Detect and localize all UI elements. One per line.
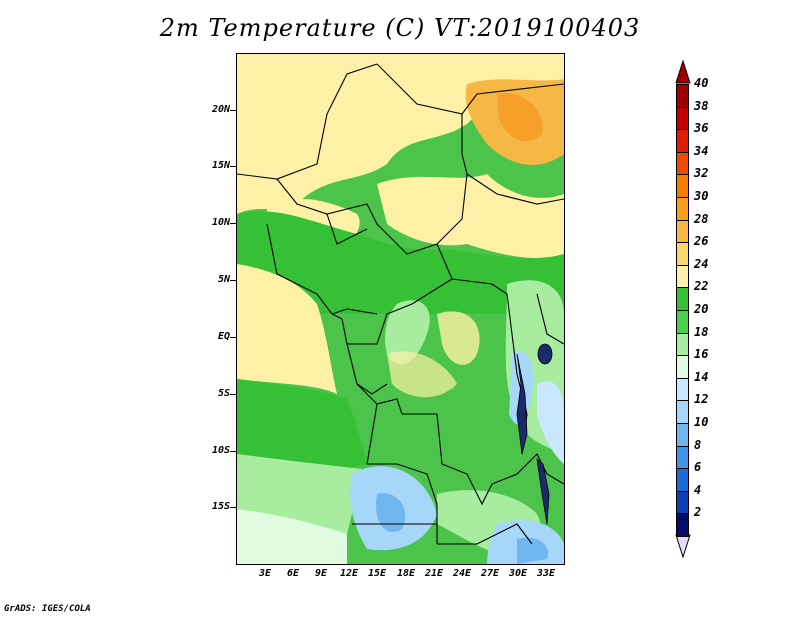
colorbar-label: 30 bbox=[694, 189, 709, 203]
map-title: 2m Temperature (C) VT:2019100403 bbox=[159, 14, 641, 42]
colorbar-label: 20 bbox=[694, 302, 709, 316]
colorbar-swatch bbox=[676, 332, 689, 357]
lat-tick bbox=[230, 223, 236, 224]
colorbar-label: 2 bbox=[694, 505, 702, 520]
lat-label-10s: 10S bbox=[211, 445, 230, 456]
colorbar-label: 24 bbox=[694, 256, 709, 271]
lat-label-15n: 15N bbox=[211, 160, 230, 171]
colorbar-label: 38 bbox=[694, 98, 709, 113]
colorbar-swatch bbox=[676, 490, 689, 515]
colorbar-swatch bbox=[676, 310, 689, 334]
grads-credit: GrADS: IGES/COLA bbox=[4, 604, 91, 614]
lon-label-18e: 18E bbox=[396, 568, 416, 579]
colorbar-label: 32 bbox=[694, 166, 709, 181]
lon-label-33e: 33E bbox=[536, 568, 556, 579]
lon-label-3e: 3E bbox=[258, 568, 272, 579]
colorbar-top-arrow bbox=[675, 60, 691, 84]
colorbar-label: 6 bbox=[694, 460, 702, 475]
colorbar-label: 36 bbox=[694, 121, 709, 136]
lon-label-6e: 6E bbox=[286, 568, 300, 579]
lat-tick bbox=[230, 451, 236, 452]
colorbar-swatch bbox=[676, 400, 689, 424]
colorbar-bottom-arrow bbox=[675, 534, 691, 558]
colorbar-label: 34 bbox=[694, 143, 709, 158]
colorbar-swatch bbox=[676, 129, 689, 153]
colorbar-swatch bbox=[676, 468, 689, 492]
colorbar-label: 28 bbox=[694, 211, 709, 226]
colorbar-swatch bbox=[676, 377, 689, 402]
lat-tick bbox=[230, 280, 236, 281]
lon-label-9e: 9E bbox=[314, 568, 328, 579]
colorbar-label: 10 bbox=[694, 415, 709, 429]
lon-label-21e: 21E bbox=[424, 568, 444, 579]
lat-label-5n: 5N bbox=[217, 274, 230, 285]
colorbar-swatch bbox=[676, 355, 689, 379]
colorbar-label: 26 bbox=[694, 234, 709, 249]
colorbar-swatch bbox=[676, 151, 689, 176]
colorbar-swatch bbox=[676, 287, 689, 311]
lon-label-15e: 15E bbox=[367, 568, 387, 579]
colorbar-swatch bbox=[676, 84, 689, 108]
colorbar-label: 18 bbox=[694, 324, 709, 339]
lat-label-20n: 20N bbox=[211, 104, 230, 115]
temperature-map bbox=[236, 53, 565, 565]
colorbar-label: 40 bbox=[694, 76, 709, 90]
lat-label-10n: 10N bbox=[211, 217, 230, 228]
lon-label-27e: 27E bbox=[480, 568, 500, 579]
lat-tick bbox=[230, 337, 236, 338]
colorbar-label: 8 bbox=[694, 437, 702, 452]
lat-tick bbox=[230, 394, 236, 395]
lon-label-12e: 12E bbox=[339, 568, 359, 579]
colorbar-swatch bbox=[676, 445, 689, 470]
lat-label-5s: 5S bbox=[217, 388, 230, 399]
colorbar-swatch bbox=[676, 242, 689, 266]
colorbar-swatch bbox=[676, 264, 689, 289]
colorbar-swatch bbox=[676, 513, 689, 537]
colorbar-label: 22 bbox=[694, 279, 709, 294]
colorbar-swatch bbox=[676, 423, 689, 447]
lat-tick bbox=[230, 166, 236, 167]
colorbar-label: 14 bbox=[694, 369, 709, 384]
lat-label-15s: 15S bbox=[211, 501, 230, 512]
lon-label-30e: 30E bbox=[508, 568, 528, 579]
colorbar-label: 4 bbox=[694, 482, 702, 497]
colorbar-swatch bbox=[676, 106, 689, 131]
lat-tick bbox=[230, 110, 236, 111]
colorbar-swatch bbox=[676, 219, 689, 244]
colorbar-label: 16 bbox=[694, 347, 709, 362]
lat-tick bbox=[230, 507, 236, 508]
lon-label-24e: 24E bbox=[452, 568, 472, 579]
lat-label-eq: EQ bbox=[217, 331, 230, 342]
map-fields bbox=[237, 54, 564, 564]
colorbar-swatch bbox=[676, 197, 689, 221]
colorbar-label: 12 bbox=[694, 392, 709, 407]
colorbar-swatch bbox=[676, 174, 689, 198]
